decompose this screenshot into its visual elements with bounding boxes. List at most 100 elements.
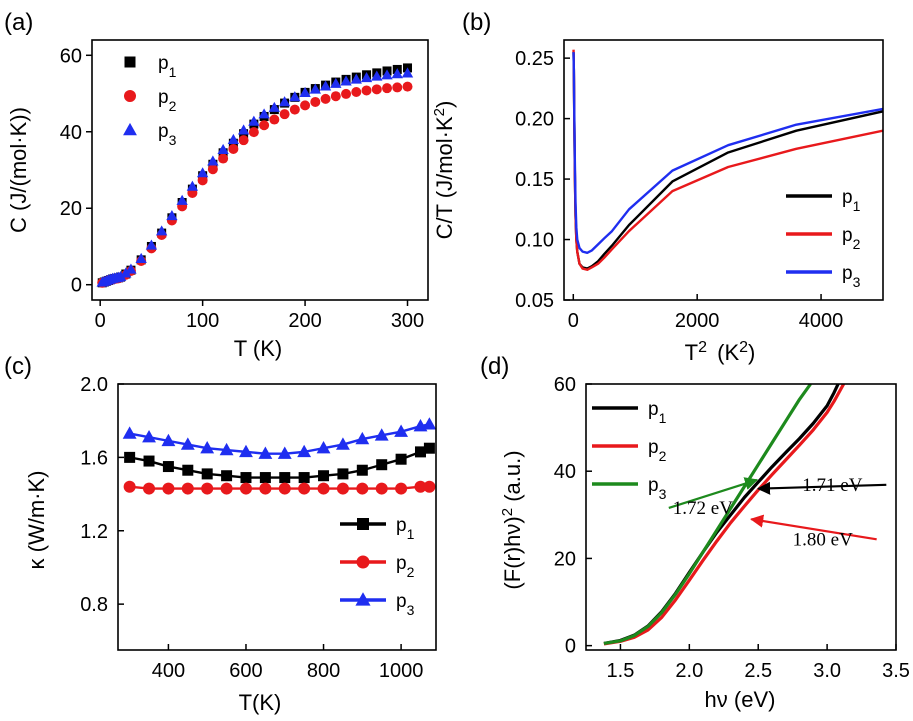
data-point-p2	[239, 482, 252, 495]
plot-area	[96, 63, 414, 288]
data-point-p3	[350, 73, 362, 84]
data-point-p2	[220, 482, 233, 495]
data-point-p2	[341, 88, 352, 99]
data-point-p3	[297, 444, 312, 458]
panel-label: (c)	[4, 353, 32, 380]
data-point-p1	[259, 472, 271, 484]
legend-label-p1: p1	[158, 53, 177, 80]
data-point-p3	[391, 68, 403, 79]
data-point-p2	[289, 104, 300, 115]
legend-marker-p1	[357, 518, 369, 530]
data-point-p2	[143, 482, 156, 495]
legend-label-p2: p2	[396, 553, 415, 580]
data-point-p3	[299, 86, 311, 98]
x-axis-label: T2 (K2)	[685, 339, 756, 366]
panel-label: (d)	[480, 353, 509, 380]
panel-a: 0 100 200 300 0 20 40 60 (a) T (K) C (J/(mol·K)) p1…	[4, 9, 429, 361]
x-tick-label: 2.5	[744, 660, 772, 682]
legend-label-p3: p3	[648, 475, 667, 502]
data-point-p2	[248, 127, 259, 138]
x-tick-label: 4000	[799, 310, 844, 332]
y-tick-label: 60	[60, 45, 82, 67]
x-tick-label: 1000	[379, 660, 424, 682]
x-tick-label: 600	[229, 660, 262, 682]
data-point-p2	[259, 120, 270, 131]
data-point-p2	[371, 84, 382, 95]
data-point-p2	[375, 482, 388, 495]
y-tick-label: 0	[71, 275, 82, 297]
y-axis-label: κ (W/m·K)	[24, 471, 49, 570]
data-point-p1	[221, 470, 233, 482]
legend-label-p1: p1	[648, 399, 667, 426]
x-tick-label: 400	[152, 660, 185, 682]
panel-b: 0 2000 4000 0.05 0.10 0.15 0.20 0.25 (b) T2 (K2) C…	[431, 9, 884, 365]
data-point-p2	[392, 82, 403, 93]
x-tick-label: 300	[391, 310, 424, 332]
legend-marker-p2	[356, 555, 370, 569]
data-point-p2	[336, 482, 349, 495]
x-axis-label: T (K)	[234, 336, 282, 361]
y-axis-label: C (J/(mol·K))	[6, 107, 31, 233]
data-point-p2	[395, 482, 408, 495]
data-point-p2	[123, 480, 136, 493]
y-axis-label: C/T (J/mol·K2)	[431, 101, 458, 240]
data-point-p1	[395, 453, 407, 465]
plot-area	[603, 384, 846, 646]
data-point-p2	[238, 135, 249, 146]
data-point-p2	[320, 93, 331, 104]
data-point-p3	[239, 444, 253, 458]
data-point-p2	[279, 109, 290, 120]
legend-marker-p3	[123, 122, 137, 136]
x-tick-label: 1.5	[607, 660, 635, 682]
data-point-p1	[318, 470, 330, 482]
y-tick-label: 20	[60, 198, 82, 220]
legend: p1 p2 p3	[786, 187, 861, 290]
data-point-p1	[298, 472, 310, 484]
x-axis-label: hν (eV)	[705, 687, 776, 712]
data-point-p3	[219, 442, 234, 456]
y-tick-label: 1.2	[80, 521, 108, 543]
data-point-p2	[207, 164, 218, 175]
data-point-p3	[371, 70, 383, 81]
y-tick-label: 40	[60, 122, 82, 144]
data-point-p2	[382, 83, 393, 94]
axes-frame	[585, 383, 897, 651]
data-point-p2	[351, 87, 362, 97]
x-tick-label: 2000	[675, 310, 720, 332]
x-tick-label: 3.0	[813, 660, 841, 682]
data-point-p1	[240, 472, 252, 484]
data-point-p2	[181, 482, 194, 495]
data-point-p3	[207, 155, 219, 166]
data-point-p2	[317, 482, 330, 495]
data-point-p2	[356, 482, 369, 495]
plot-area	[572, 49, 883, 271]
legend-marker-p1	[124, 56, 136, 68]
axes-frame	[91, 39, 429, 301]
data-point-p3	[200, 441, 215, 454]
annotation-label: 1.72 eV	[673, 498, 733, 519]
data-point-p3	[155, 225, 168, 236]
data-point-p3	[316, 441, 331, 454]
data-point-p2	[228, 143, 239, 154]
data-point-p1	[162, 461, 174, 473]
data-point-p3	[248, 115, 260, 126]
x-tick-label: 3.5	[882, 660, 910, 682]
data-point-p3	[217, 143, 229, 154]
data-point-p1	[423, 442, 435, 454]
data-point-p2	[298, 482, 311, 495]
x-tick-label: 0	[95, 310, 106, 332]
data-point-p2	[201, 482, 214, 495]
legend-marker-p2	[124, 90, 136, 102]
data-point-p2	[162, 482, 175, 495]
data-point-p3	[135, 252, 147, 263]
legend-label-p3: p3	[158, 121, 177, 148]
annotation-label: 1.71 eV	[802, 475, 862, 496]
data-point-p2	[269, 114, 280, 125]
y-tick-label: 2.0	[80, 374, 108, 396]
y-axis-label: (F(r)hν)2 (a.u.)	[499, 450, 526, 589]
data-point-p3	[330, 77, 342, 88]
x-tick-label: 0	[568, 310, 579, 332]
y-tick-label: 0.15	[515, 169, 554, 191]
legend-label-p3: p3	[842, 263, 861, 290]
series-line-p3	[603, 384, 812, 646]
